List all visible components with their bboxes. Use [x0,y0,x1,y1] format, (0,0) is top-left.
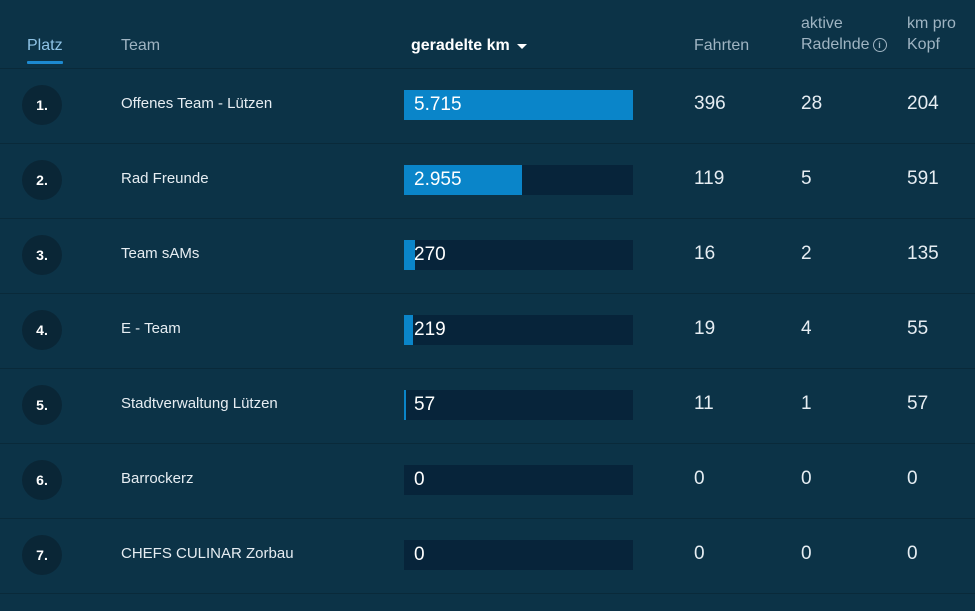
column-header-kmpro-line2: Kopf [907,36,940,53]
aktive-radelnde-value: 0 [801,543,812,564]
sort-down-icon [516,44,527,50]
aktive-radelnde-value: 2 [801,243,812,264]
rank-badge: 5. [22,385,62,425]
info-icon[interactable]: i [872,38,887,52]
team-name[interactable]: Team sAMs [121,245,200,262]
aktive-radelnde-value: 0 [801,468,812,489]
km-bar-track: 0 [404,540,633,570]
active-sort-underline [27,61,63,64]
km-bar-track: 2.955 [404,165,633,195]
table-row[interactable]: 6. Barrockerz 0 0 0 0 [0,443,975,519]
fahrten-value: 11 [694,393,714,414]
aktive-radelnde-value: 4 [801,318,812,339]
fahrten-value: 119 [694,168,725,189]
km-bar-track: 5.715 [404,90,633,120]
team-name[interactable]: Stadtverwaltung Lützen [121,395,278,412]
km-pro-kopf-value: 57 [907,393,929,414]
km-pro-kopf-value: 591 [907,168,939,189]
table-row[interactable]: 2. Rad Freunde 2.955 119 5 591 [0,143,975,219]
km-value: 219 [414,319,446,340]
fahrten-value: 16 [694,243,716,264]
rank-badge: 3. [22,235,62,275]
column-header-fahrten[interactable]: Fahrten [694,37,750,54]
table-row[interactable]: 3. Team sAMs 270 16 2 135 [0,218,975,294]
km-pro-kopf-value: 0 [907,468,918,489]
column-header-platz[interactable]: Platz [27,37,63,54]
column-header-km-pro-kopf[interactable]: km pro Kopf [907,13,956,55]
team-name[interactable]: Rad Freunde [121,170,209,187]
rank-badge: 6. [22,460,62,500]
column-header-kmpro-line1: km pro [907,15,956,32]
column-header-aktive-radelnde[interactable]: aktive Radelnde i [801,13,887,55]
aktive-radelnde-value: 5 [801,168,812,189]
km-bar-track: 0 [404,465,633,495]
km-bar-track: 270 [404,240,633,270]
km-pro-kopf-value: 204 [907,93,939,114]
km-bar-fill [404,315,413,345]
km-bar-track: 57 [404,390,633,420]
fahrten-value: 0 [694,543,705,564]
km-pro-kopf-value: 135 [907,243,939,264]
team-name[interactable]: Offenes Team - Lützen [121,95,273,112]
aktive-radelnde-value: 1 [801,393,812,414]
team-name[interactable]: Barrockerz [121,470,194,487]
km-value: 270 [414,244,446,265]
km-bar-fill [404,240,415,270]
km-bar-fill [404,165,522,195]
column-header-km-label: geradelte km [411,37,510,54]
fahrten-value: 396 [694,93,726,114]
km-value: 0 [414,544,425,565]
km-pro-kopf-value: 0 [907,543,918,564]
rank-badge: 1. [22,85,62,125]
rank-badge: 7. [22,535,62,575]
rank-badge: 2. [22,160,62,200]
column-header-team[interactable]: Team [121,37,161,54]
rank-badge: 4. [22,310,62,350]
fahrten-value: 0 [694,468,705,489]
km-value: 5.715 [414,94,462,115]
km-bar-fill [404,390,406,420]
table-header: Platz Team geradelte km Fahrten aktive R… [0,0,975,69]
km-bar-track: 219 [404,315,633,345]
team-name[interactable]: CHEFS CULINAR Zorbau [121,545,294,562]
column-header-aktive-line2-wrap: Radelnde i [801,34,887,55]
km-bar-fill [404,90,633,120]
table-row[interactable]: 7. CHEFS CULINAR Zorbau 0 0 0 0 [0,518,975,594]
table-row[interactable]: 5. Stadtverwaltung Lützen 57 11 1 57 [0,368,975,444]
column-header-aktive-line1: aktive [801,15,843,32]
km-value: 2.955 [414,169,462,190]
table-row[interactable]: 4. E - Team 219 19 4 55 [0,293,975,369]
column-header-aktive-line2: Radelnde [801,36,870,53]
aktive-radelnde-value: 28 [801,93,823,114]
km-value: 0 [414,469,425,490]
fahrten-value: 19 [694,318,716,339]
km-value: 57 [414,394,436,415]
km-pro-kopf-value: 55 [907,318,929,339]
table-row[interactable]: 1. Offenes Team - Lützen 5.715 396 28 204 [0,68,975,144]
column-header-km[interactable]: geradelte km [411,35,527,56]
team-name[interactable]: E - Team [121,320,181,337]
